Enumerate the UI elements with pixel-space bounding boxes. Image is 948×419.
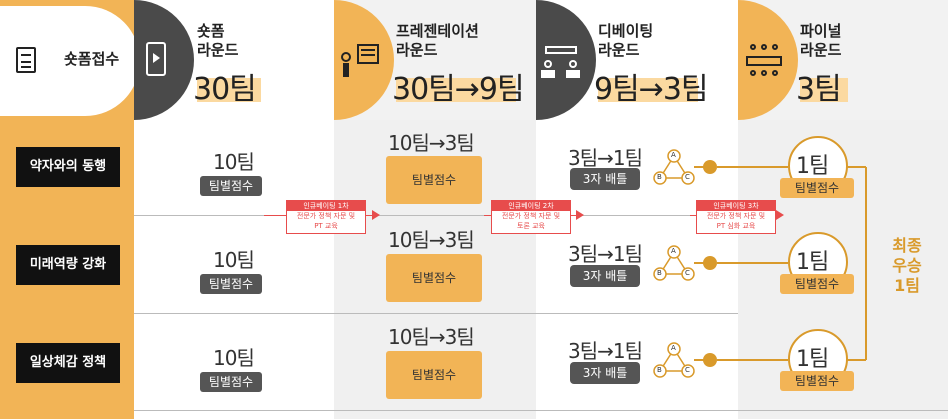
arrow-head [776, 210, 784, 220]
deb-count: 3팀→1팀 [568, 242, 643, 266]
stage1-count: 30팀 [193, 72, 257, 107]
stage4-title1: 파이널 [800, 22, 842, 40]
short-badge: 팀별점수 [200, 176, 262, 196]
final-word-1: 최종 [892, 236, 922, 255]
topic-label: 미래역량 강화 [16, 245, 120, 285]
stage2-title2: 라운드 [396, 41, 438, 59]
node-c-label: C [685, 173, 690, 181]
node-c [681, 171, 695, 185]
node-a-label: A [671, 344, 676, 352]
winner-dot [703, 256, 717, 270]
incubating-box: 인큐베이팅 3차 전문가 정책 자문 및 PT 심화 교육 [696, 200, 776, 234]
short-count: 10팀 [213, 248, 255, 272]
pres-count: 10팀→3팀 [388, 325, 475, 349]
short-badge: 팀별점수 [200, 372, 262, 392]
node-a-label: A [671, 151, 676, 159]
node-c [681, 364, 695, 378]
topic-label: 일상체감 정책 [16, 343, 120, 383]
incubating-title: 인큐베이팅 1차 [287, 201, 365, 211]
battle-group-row3 [653, 342, 788, 378]
short-count: 10팀 [213, 150, 255, 174]
final-count: 1팀 [796, 347, 829, 372]
node-b-label: B [657, 366, 662, 374]
node-b [653, 171, 667, 185]
winner-dot [703, 353, 717, 367]
stage4-title2: 라운드 [800, 41, 842, 59]
short-badge: 팀별점수 [200, 274, 262, 294]
battle-graphics [653, 149, 867, 378]
final-winner-text: 최종 우승 1팀 [882, 236, 932, 296]
incubating-line2: PT 심화 교육 [716, 222, 756, 230]
stage2-count: 30팀→9팀 [392, 72, 525, 107]
node-b [653, 364, 667, 378]
incubating-title: 인큐베이팅 3차 [697, 201, 775, 211]
reception-label: 숏폼접수 [64, 50, 120, 68]
row-divider-1 [134, 215, 738, 216]
deb-badge: 3자 배틀 [570, 362, 640, 384]
presenter-icon [341, 44, 385, 78]
stage1-title1: 숏폼 [197, 22, 225, 40]
topic-label: 약자와의 동행 [16, 147, 120, 187]
incubating-line2: PT 교육 [314, 222, 338, 230]
document-icon [16, 47, 36, 73]
deb-badge: 3자 배틀 [570, 168, 640, 190]
battle-triangle [658, 250, 690, 275]
arrow-head [576, 210, 584, 220]
deb-count: 3팀→1팀 [568, 146, 643, 170]
stage2-count-highlight [396, 78, 516, 102]
stage1-title2: 라운드 [197, 41, 239, 59]
incubating-line1: 전문가 정책 자문 및 [706, 212, 766, 220]
stage4-count: 3팀 [796, 72, 842, 107]
stage1-count-highlight [197, 78, 261, 102]
incubating-line1: 전문가 정책 자문 및 [296, 212, 356, 220]
node-c [681, 267, 695, 281]
final-count: 1팀 [796, 154, 829, 179]
pres-count: 10팀→3팀 [388, 131, 475, 155]
short-count: 10팀 [213, 346, 255, 370]
final-word-3: 1팀 [894, 276, 920, 295]
phone-video-icon [146, 42, 166, 76]
node-b-label: B [657, 269, 662, 277]
deb-badge: 3자 배틀 [570, 265, 640, 287]
incubating-line1: 전문가 정책 자문 및 [501, 212, 561, 220]
node-b-label: B [657, 173, 662, 181]
node-a [667, 149, 681, 163]
incubating-line2: 토론 교육 [517, 222, 545, 230]
stage3-count: 9팀→3팀 [594, 72, 709, 107]
node-a-label: A [671, 247, 676, 255]
node-a [667, 245, 681, 259]
stage3-title2: 라운드 [598, 41, 640, 59]
final-badge: 팀별점수 [780, 274, 854, 294]
stage2-title1: 프레젠테이션 [396, 22, 479, 40]
incubating-box: 인큐베이팅 2차 전문가 정책 자문 및 토론 교육 [491, 200, 571, 234]
winner-dot [703, 160, 717, 174]
row-divider-2 [134, 313, 738, 314]
final-word-2: 우승 [892, 256, 922, 275]
meeting-table-icon [744, 44, 784, 78]
incubating-box: 인큐베이팅 1차 전문가 정책 자문 및 PT 교육 [286, 200, 366, 234]
node-a [667, 342, 681, 356]
stage4-count-highlight [800, 78, 848, 102]
stage3-count-highlight [598, 78, 698, 102]
debate-icon [541, 46, 581, 78]
deb-count: 3팀→1팀 [568, 339, 643, 363]
node-b [653, 267, 667, 281]
arrow-head [372, 210, 380, 220]
stage3-title1: 디베이팅 [598, 22, 654, 40]
node-c-label: C [685, 366, 690, 374]
battle-group-row1 [653, 149, 788, 185]
pres-badge: 팀별점수 [386, 254, 482, 302]
pres-badge: 팀별점수 [386, 156, 482, 204]
bottom-divider [134, 410, 948, 411]
final-count: 1팀 [796, 250, 829, 275]
pres-badge: 팀별점수 [386, 351, 482, 399]
final-badge: 팀별점수 [780, 371, 854, 391]
battle-triangle [658, 347, 690, 372]
final-badge: 팀별점수 [780, 178, 854, 198]
battle-triangle [658, 154, 690, 179]
pres-count: 10팀→3팀 [388, 228, 475, 252]
node-c-label: C [685, 269, 690, 277]
incubating-title: 인큐베이팅 2차 [492, 201, 570, 211]
battle-group-row2 [653, 245, 788, 281]
